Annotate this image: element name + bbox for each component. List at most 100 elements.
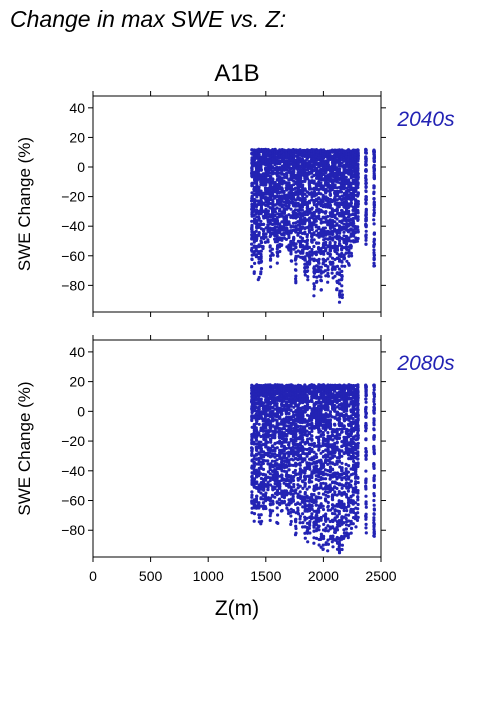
scatter-point bbox=[287, 454, 291, 458]
scatter-point bbox=[372, 186, 376, 190]
scatter-point bbox=[287, 468, 291, 472]
scatter-point bbox=[372, 248, 376, 252]
scatter-point bbox=[252, 519, 256, 523]
scatter-point bbox=[372, 232, 376, 236]
scatter-point bbox=[342, 187, 346, 191]
scatter-point bbox=[285, 434, 289, 438]
scatter-points bbox=[250, 147, 377, 304]
scatter-point bbox=[301, 214, 305, 218]
scatter-point bbox=[340, 269, 344, 273]
scatter-point bbox=[356, 157, 360, 161]
scatter-point bbox=[275, 225, 279, 229]
scatter-point bbox=[293, 422, 298, 426]
scatter-point bbox=[340, 274, 344, 278]
scatter-point bbox=[271, 509, 275, 513]
scatter-point bbox=[275, 261, 279, 265]
scatter-point bbox=[270, 247, 274, 251]
scatter-point bbox=[280, 412, 284, 416]
scatter-point bbox=[330, 271, 334, 275]
scatter-point bbox=[268, 159, 272, 163]
scatter-point bbox=[257, 168, 261, 172]
scatter-point bbox=[364, 229, 368, 233]
scatter-point bbox=[284, 204, 288, 208]
scatter-point bbox=[277, 194, 282, 199]
scatter-point bbox=[323, 226, 327, 230]
scatter-point bbox=[294, 268, 298, 272]
scatter-point bbox=[300, 157, 304, 161]
scatter-point bbox=[275, 206, 279, 210]
scatter-point bbox=[275, 194, 279, 199]
scatter-point bbox=[250, 199, 254, 203]
scatter-point bbox=[317, 225, 321, 229]
scatter-point bbox=[294, 526, 298, 531]
scatter-point bbox=[364, 148, 368, 152]
scatter-point bbox=[292, 195, 296, 200]
scatter-point bbox=[335, 248, 340, 252]
scatter-point bbox=[284, 165, 288, 169]
scatter-point bbox=[259, 165, 263, 169]
scatter-point bbox=[364, 163, 368, 167]
scatter-point bbox=[250, 257, 254, 261]
scatter-point bbox=[259, 522, 263, 526]
scatter-point bbox=[273, 213, 277, 217]
scatter-point bbox=[364, 189, 368, 194]
scatter-point bbox=[294, 274, 298, 278]
scatter-point bbox=[319, 288, 323, 292]
scatter-point bbox=[271, 409, 275, 414]
scatter-point bbox=[303, 192, 307, 196]
scatter-point bbox=[271, 211, 275, 215]
scatter-point bbox=[372, 197, 376, 201]
scatter-point bbox=[259, 267, 264, 271]
scatter-point bbox=[300, 231, 304, 235]
scatter-points bbox=[250, 383, 376, 555]
scatter-point bbox=[289, 489, 293, 493]
scatter-point bbox=[372, 155, 376, 159]
scatter-point bbox=[335, 288, 339, 292]
scatter-point bbox=[303, 179, 307, 183]
scatter-point bbox=[282, 189, 286, 194]
scatter-point bbox=[289, 252, 293, 256]
scatter-point bbox=[294, 439, 298, 443]
scatter-point bbox=[287, 247, 291, 251]
scatter-point bbox=[308, 262, 312, 266]
scatter-point bbox=[287, 213, 291, 217]
scatter-point bbox=[250, 449, 254, 453]
scatter-point bbox=[250, 475, 254, 479]
scatter-point bbox=[277, 182, 281, 186]
scatter-point bbox=[289, 522, 293, 527]
scatter-point bbox=[270, 251, 274, 255]
scatter-point bbox=[277, 171, 281, 175]
scatter-point bbox=[293, 208, 298, 212]
scatter-point bbox=[257, 172, 261, 176]
scatter-point bbox=[356, 204, 360, 209]
scatter-point bbox=[294, 262, 298, 266]
scatter-point bbox=[293, 163, 298, 167]
scatter-point bbox=[296, 183, 300, 187]
scatter-point bbox=[328, 252, 332, 256]
scatter-point bbox=[280, 473, 284, 478]
scatter-point bbox=[301, 183, 305, 187]
scatter-point bbox=[255, 195, 259, 199]
scatter-point bbox=[252, 465, 256, 469]
scatter-point bbox=[347, 262, 351, 266]
scatter-point bbox=[326, 265, 330, 269]
scatter-point bbox=[356, 217, 360, 221]
scatter-point bbox=[319, 275, 323, 279]
scatter-point bbox=[282, 499, 287, 504]
scatter-point bbox=[294, 246, 298, 250]
scatter-point bbox=[364, 222, 368, 226]
scatter-point bbox=[292, 236, 296, 240]
scatter-point bbox=[372, 218, 376, 222]
scatter-point bbox=[289, 176, 293, 180]
scatter-point bbox=[372, 213, 376, 218]
scatter-point bbox=[317, 257, 321, 261]
scatter-point bbox=[257, 422, 261, 426]
scatter-point bbox=[312, 287, 316, 291]
scatter-point bbox=[255, 204, 259, 209]
scatter-point bbox=[300, 239, 305, 243]
scatter-point bbox=[268, 188, 272, 192]
scatter-point bbox=[372, 222, 376, 226]
scatter-point bbox=[268, 426, 272, 430]
scatter-point bbox=[276, 251, 280, 255]
scatter-point bbox=[280, 243, 284, 247]
